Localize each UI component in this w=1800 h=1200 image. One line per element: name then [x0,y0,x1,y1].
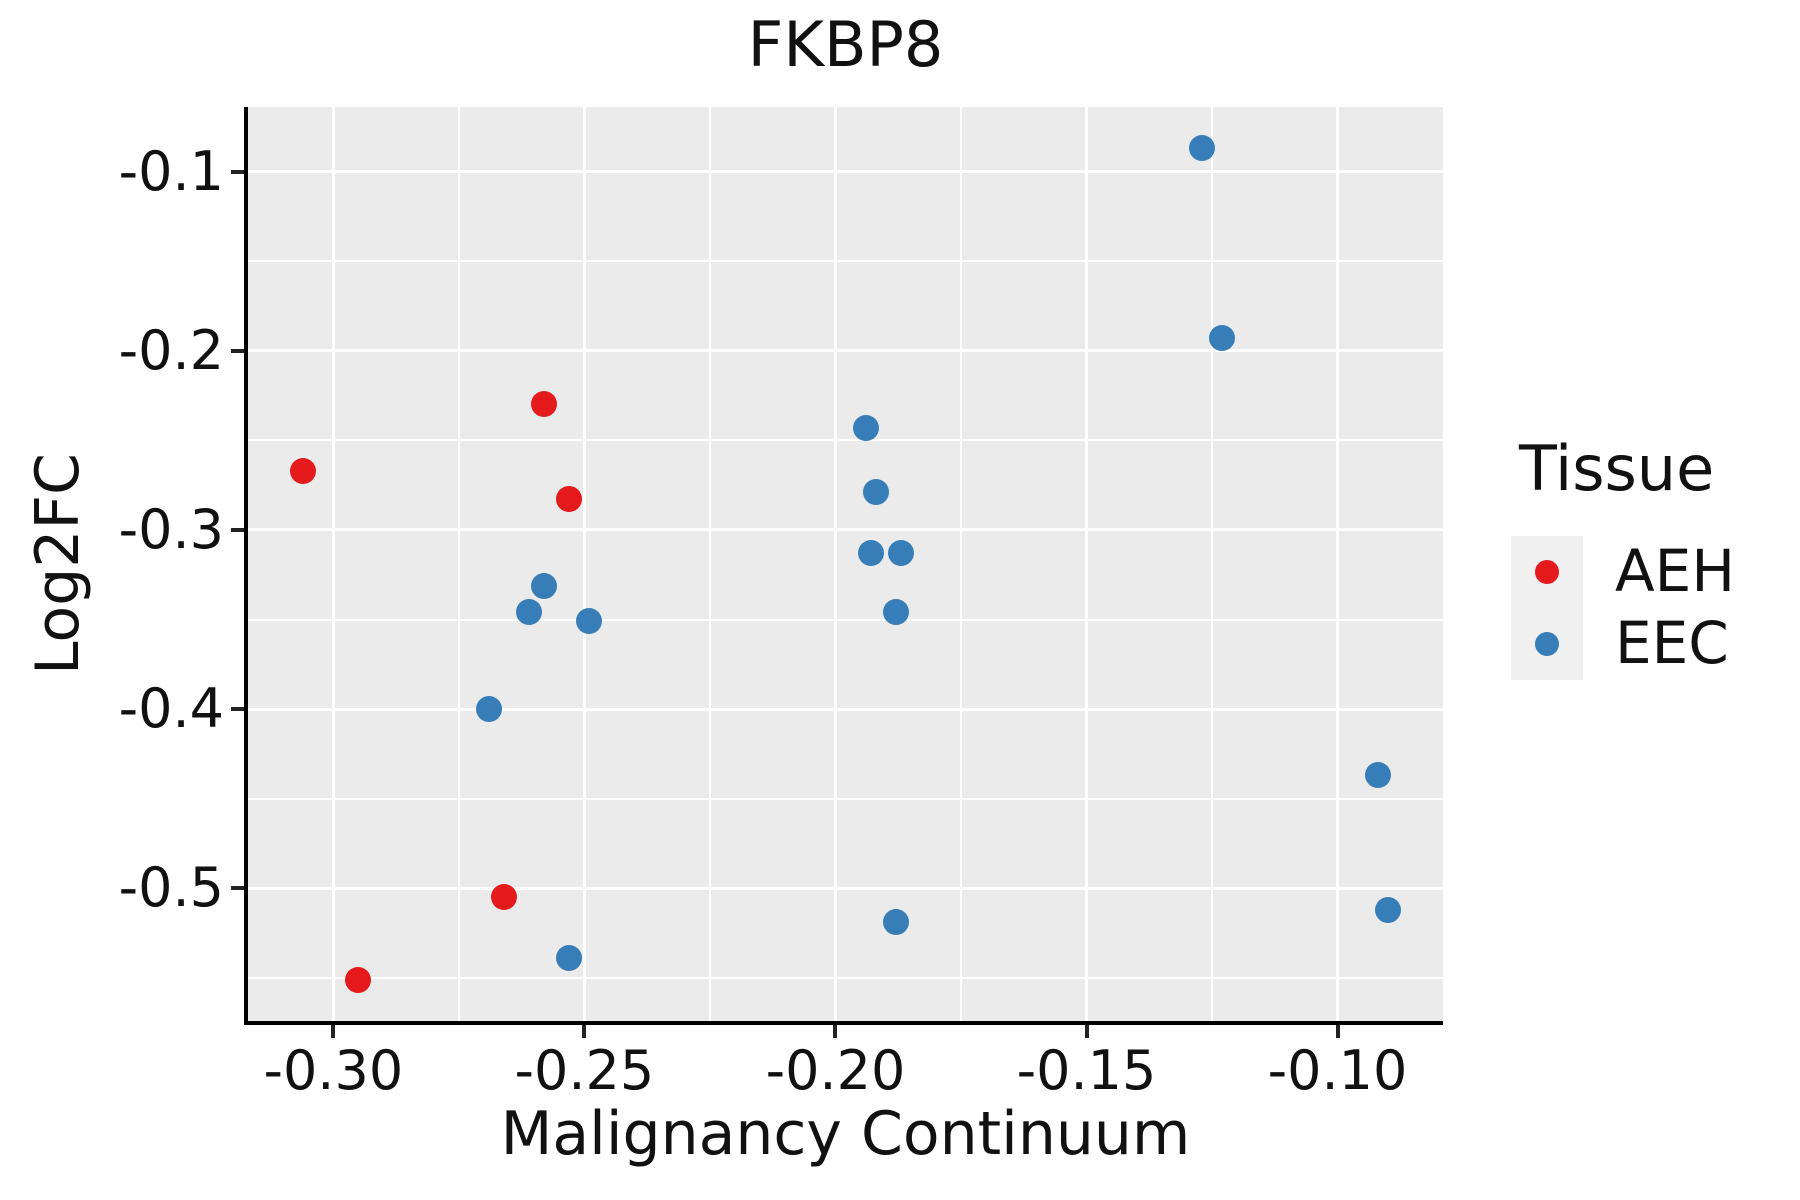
data-point-eec [862,479,889,506]
y-major-gridline [248,886,1443,890]
x-minor-gridline [708,107,711,1021]
x-tick-mark [582,1025,587,1038]
y-tick-mark [231,886,244,891]
y-minor-gridline [248,618,1443,621]
data-point-eec [576,608,603,635]
x-minor-gridline [959,107,962,1021]
y-tick-mark [231,707,244,712]
y-major-gridline [248,528,1443,532]
data-point-aeh [345,966,372,993]
data-point-eec [516,599,543,626]
legend: Tissue AEH EEC [1511,432,1735,681]
y-tick-mark [231,527,244,532]
y-tick-label: -0.5 [118,856,224,920]
y-minor-gridline [248,260,1443,263]
legend-entry-aeh: AEH [1511,536,1735,609]
y-major-gridline [248,707,1443,711]
x-minor-gridline [457,107,460,1021]
y-tick-label: -0.2 [118,318,224,382]
y-tick-label: -0.3 [118,497,224,561]
legend-dot-eec [1535,632,1559,657]
y-major-gridline [248,349,1443,353]
data-point-eec [1188,135,1215,162]
data-point-eec [887,540,914,567]
data-point-aeh [556,486,583,513]
data-point-eec [857,540,884,567]
y-minor-gridline [248,797,1443,800]
x-major-gridline [331,107,335,1021]
x-tick-label: -0.15 [1016,1039,1157,1102]
y-minor-gridline [248,976,1443,979]
x-tick-label: -0.25 [514,1039,655,1102]
data-point-aeh [531,391,558,418]
x-major-gridline [1085,107,1088,1021]
x-tick-label: -0.30 [263,1039,404,1102]
data-point-eec [1364,762,1391,789]
legend-entry-label: EEC [1615,609,1729,678]
x-tick-label: -0.10 [1267,1039,1408,1102]
x-tick-mark [1335,1025,1340,1038]
data-point-aeh [290,457,317,484]
y-tick-label: -0.4 [118,677,224,741]
x-tick-mark [833,1025,838,1038]
x-tick-mark [331,1025,336,1038]
y-tick-mark [231,169,244,174]
x-axis-title: Malignancy Continuum [500,1099,1191,1169]
legend-entry-label: AEH [1615,537,1735,606]
y-tick-label: -0.1 [118,139,224,203]
plot-title: FKBP8 [747,8,944,81]
x-tick-label: -0.20 [765,1039,906,1102]
data-point-aeh [491,884,518,911]
y-axis-title: Log2FC [23,453,93,675]
y-minor-gridline [248,439,1443,442]
plot-panel: -0.30 -0.25 -0.20 -0.15 -0.10 -0.5 -0.4 -0.3 -0.… [119,107,1443,1102]
x-minor-gridline [1211,107,1214,1021]
x-major-gridline [582,107,586,1021]
legend-rows: AEH EEC [1511,536,1735,681]
legend-key-box [1511,536,1583,609]
x-major-gridline [1336,107,1340,1021]
x-major-gridline [833,107,837,1021]
x-tick-mark [1084,1025,1089,1038]
y-tick-mark [231,348,244,353]
legend-title: Tissue [1519,432,1715,505]
y-major-gridline [248,170,1443,174]
data-point-eec [882,599,909,626]
data-point-eec [476,696,502,723]
legend-dot-aeh [1535,560,1559,585]
data-point-eec [852,414,879,441]
data-point-eec [1209,325,1236,352]
legend-entry-eec: EEC [1511,608,1735,681]
legend-key-box [1511,608,1583,681]
data-point-eec [882,909,909,936]
data-point-eec [556,945,583,972]
data-point-eec [1374,896,1401,923]
data-point-eec [531,572,558,599]
